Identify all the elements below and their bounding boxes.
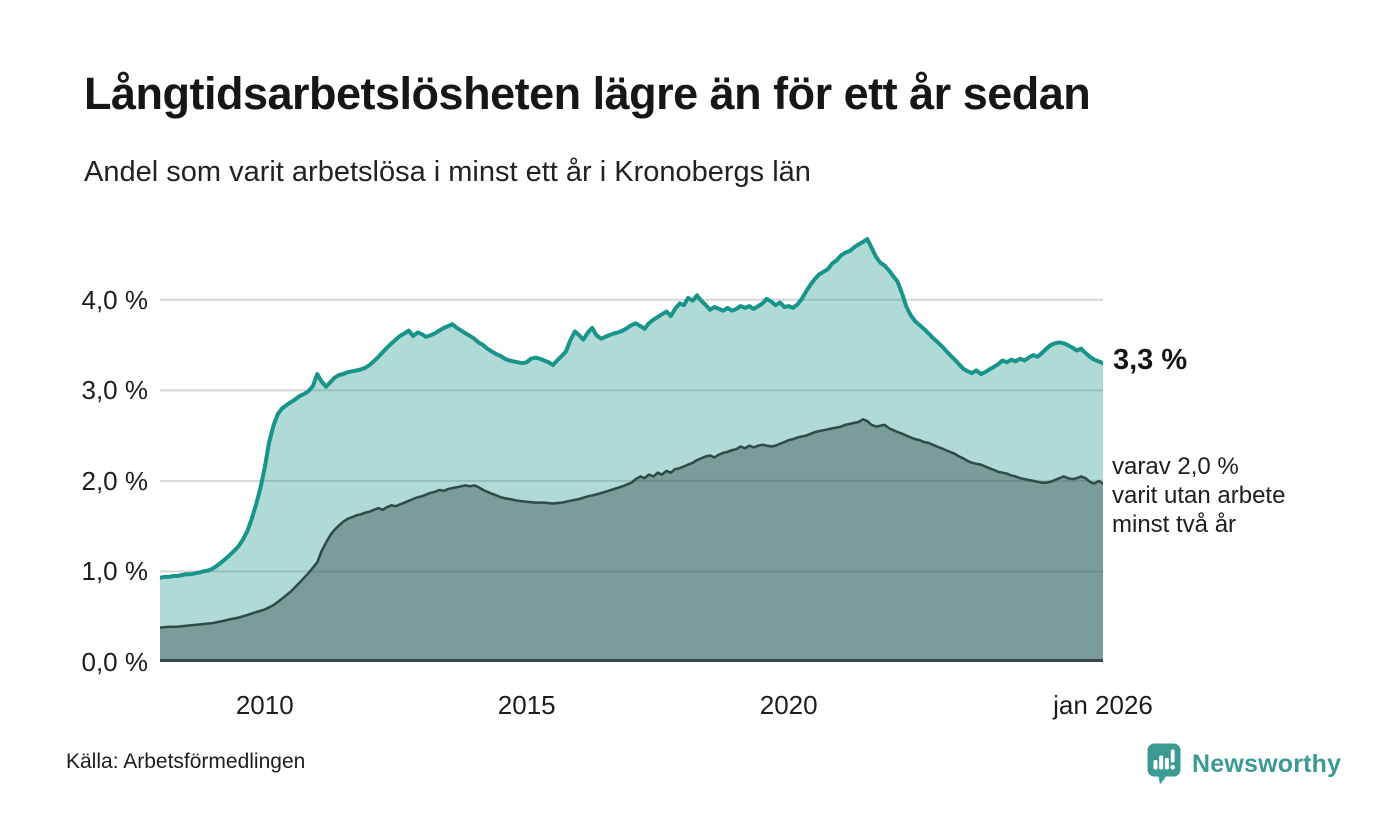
end-value-label: 3,3 % xyxy=(1113,344,1188,376)
area-fill-1 xyxy=(160,419,1103,662)
area-chart xyxy=(160,237,1103,662)
x-axis-label: 2010 xyxy=(235,690,294,720)
secondary-annotation-line: minst två år xyxy=(1112,511,1237,538)
y-axis-label: 2,0 % xyxy=(81,465,149,496)
x-axis-label: jan 2026 xyxy=(1053,690,1153,720)
y-axis-label: 4,0 % xyxy=(81,284,149,315)
x-axis-label: 2015 xyxy=(497,690,556,720)
y-axis-label: 0,0 % xyxy=(81,647,149,677)
newsworthy-logo: Newsworthy xyxy=(1146,742,1341,786)
y-axis-label: 3,0 % xyxy=(81,375,149,406)
y-axis-label: 1,0 % xyxy=(81,556,149,587)
series-line-0 xyxy=(160,237,1103,580)
secondary-annotation-line: varav 2,0 % xyxy=(1112,453,1239,480)
page-title: Långtidsarbetslösheten lägre än för ett … xyxy=(84,68,1091,119)
chart-subtitle: Andel som varit arbetslösa i minst ett å… xyxy=(84,156,811,188)
area-fill-0 xyxy=(160,239,1103,662)
source-note: Källa: Arbetsförmedlingen xyxy=(66,750,306,773)
newsworthy-logo-text: Newsworthy xyxy=(1192,749,1342,778)
secondary-annotation-line: varit utan arbete xyxy=(1112,482,1286,509)
series-line-1 xyxy=(160,418,1103,629)
secondary-annotation: varav 2,0 % varit utan arbete minst två … xyxy=(1112,452,1285,539)
newsworthy-logo-icon xyxy=(1147,743,1181,785)
x-axis-label: 2020 xyxy=(759,690,818,720)
